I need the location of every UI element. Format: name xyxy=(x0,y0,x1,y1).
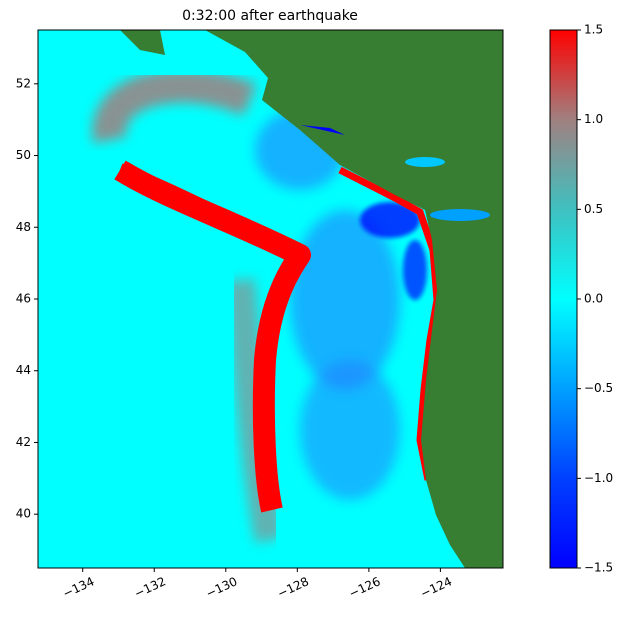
inlet xyxy=(430,209,490,221)
trough xyxy=(403,240,427,300)
colorbar-tick-label: 1.5 xyxy=(584,23,603,37)
colorbar-tick-label: 0.0 xyxy=(584,292,603,306)
x-tick-label: −126 xyxy=(347,574,383,601)
trough xyxy=(300,360,400,500)
x-tick-label: −128 xyxy=(275,574,311,601)
colorbar-tick-label: 0.5 xyxy=(584,202,603,216)
y-tick-label: 40 xyxy=(16,507,31,521)
y-tick-label: 46 xyxy=(16,292,31,306)
field xyxy=(38,30,503,568)
x-tick-label: −132 xyxy=(132,574,168,601)
chart-title: 0:32:00 after earthquake xyxy=(182,8,358,24)
x-tick-label: −130 xyxy=(204,574,240,601)
y-tick-label: 48 xyxy=(16,220,31,234)
wave-crest xyxy=(117,163,244,232)
trough xyxy=(290,210,400,390)
y-tick-label: 44 xyxy=(16,363,31,377)
inlet xyxy=(300,125,345,135)
x-tick-label: −134 xyxy=(61,574,97,601)
colorbar-tick-label: −1.5 xyxy=(584,561,613,575)
y-tick-label: 52 xyxy=(16,76,31,90)
x-tick-label: −124 xyxy=(418,574,454,601)
trough xyxy=(360,202,420,238)
wave-halo xyxy=(92,68,257,144)
y-tick-label: 50 xyxy=(16,148,31,162)
y-tick-label: 42 xyxy=(16,435,31,449)
colorbar-tick-label: −0.5 xyxy=(584,381,613,395)
colorbar-tick-label: 1.0 xyxy=(584,112,603,126)
land xyxy=(120,30,503,568)
colorbar-tick-label: −1.0 xyxy=(584,471,613,485)
colorbar xyxy=(549,29,578,569)
inlet xyxy=(405,157,445,167)
